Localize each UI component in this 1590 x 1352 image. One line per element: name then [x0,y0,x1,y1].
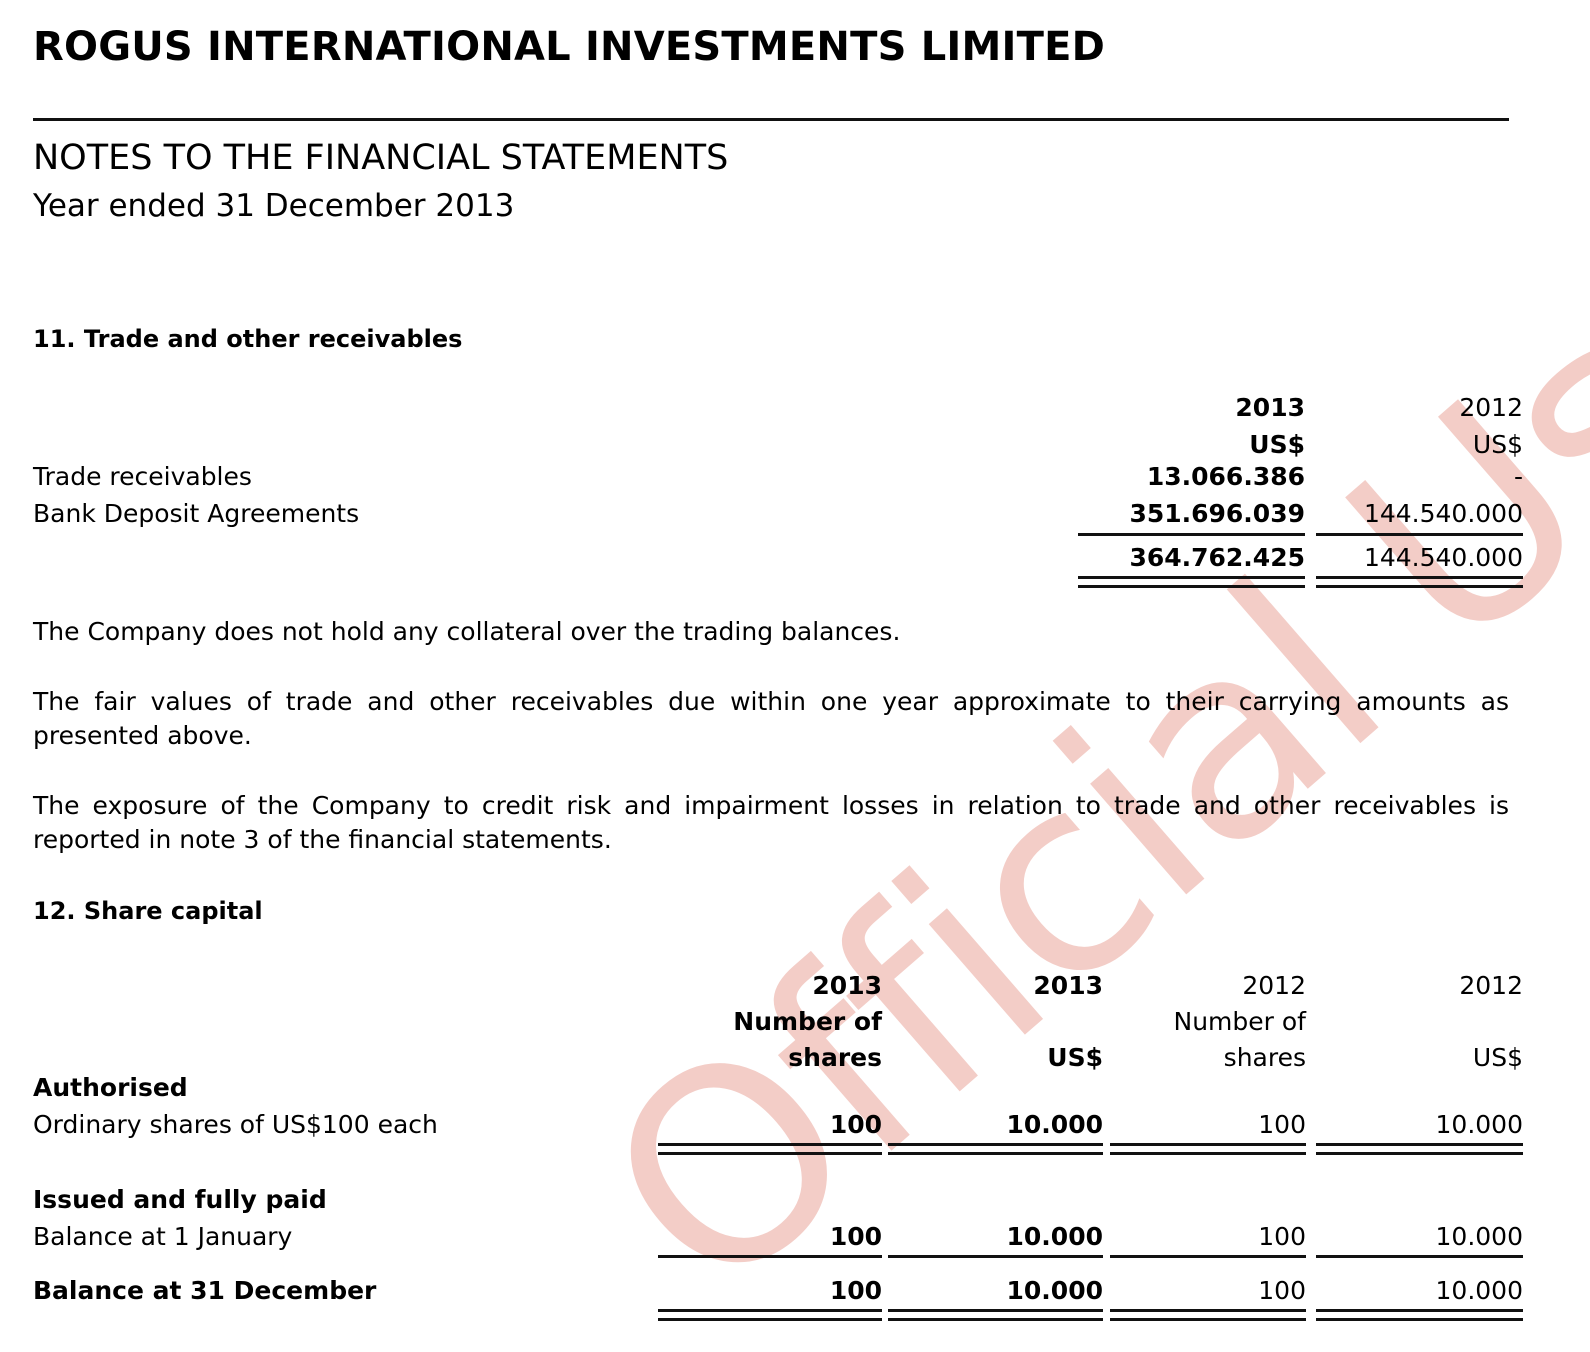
table-cell-value: 100 [1258,1276,1306,1305]
issued-rule [888,1255,1103,1258]
issued-rule [1110,1255,1306,1258]
table-total-value: 144.540.000 [1363,543,1523,572]
notes-title: NOTES TO THE FINANCIAL STATEMENTS [33,138,729,178]
note12-header-col2-year: 2013 [1033,971,1103,1000]
balance-double-rule [658,1309,882,1321]
note11-paragraph-3: The exposure of the Company to credit ri… [33,791,1509,854]
note11-paragraph-1: The Company does not hold any collateral… [33,617,901,646]
note11-header-currency-2013: US$ [1249,430,1305,459]
authorised-label: Authorised [33,1073,188,1102]
table-row-label: Ordinary shares of US$100 each [33,1110,438,1139]
table-row-label: Balance at 31 December [33,1276,377,1305]
table-cell-value: 100 [829,1110,882,1139]
balance-double-rule [1316,1309,1523,1321]
table-cell-value: 10.000 [1435,1276,1523,1305]
note11-paragraph-2: The fair values of trade and other recei… [33,687,1509,750]
watermark-text: Official Use [550,152,1590,1352]
note12-header-col2-currency: US$ [1047,1043,1103,1072]
table-cell-value: 100 [1258,1110,1306,1139]
balance-double-rule [888,1309,1103,1321]
note-12-heading: 12. Share capital [33,897,263,925]
table-cell-value: 144.540.000 [1363,499,1523,528]
balance-double-rule [1110,1309,1306,1321]
company-title: ROGUS INTERNATIONAL INVESTMENTS LIMITED [33,24,1105,70]
table-cell-value: 100 [829,1222,882,1251]
authorised-double-rule [1316,1143,1523,1155]
note12-header-col4-currency: US$ [1472,1043,1523,1072]
table-cell-value: 10.000 [1006,1222,1103,1251]
table-cell-value: 10.000 [1435,1110,1523,1139]
table-cell-value: 13.066.386 [1146,462,1305,491]
note12-header-col3-line2: shares [1223,1043,1306,1072]
table-cell-value: - [1513,462,1523,491]
note12-header-col1-year: 2013 [812,971,882,1000]
subtotal-rule [1078,533,1305,536]
note12-header-col1-line2: shares [788,1043,882,1072]
table-cell-value: 351.696.039 [1129,499,1305,528]
note11-header-currency-2012: US$ [1472,430,1523,459]
authorised-double-rule [658,1143,882,1155]
table-row-label: Bank Deposit Agreements [33,499,360,528]
note-11-heading: 11. Trade and other receivables [33,325,463,353]
total-double-rule [1316,576,1523,588]
note11-header-2013: 2013 [1235,393,1305,422]
table-row-label: Trade receivables [33,462,252,491]
table-row-label: Balance at 1 January [33,1222,293,1251]
header-divider [33,118,1509,121]
authorised-double-rule [888,1143,1103,1155]
issued-rule [1316,1255,1523,1258]
authorised-double-rule [1110,1143,1306,1155]
note12-header-col1-line1: Number of [733,1007,882,1036]
note12-header-col4-year: 2012 [1459,971,1523,1000]
total-double-rule [1078,576,1305,588]
note11-header-2012: 2012 [1459,393,1523,422]
subtotal-rule [1316,533,1523,536]
table-cell-value: 10.000 [1435,1222,1523,1251]
table-cell-value: 10.000 [1006,1276,1103,1305]
note12-header-col3-line1: Number of [1173,1007,1306,1036]
period-subtitle: Year ended 31 December 2013 [33,188,515,224]
issued-rule [658,1255,882,1258]
table-cell-value: 100 [829,1276,882,1305]
table-cell-value: 10.000 [1006,1110,1103,1139]
table-total-value: 364.762.425 [1129,543,1305,572]
note12-header-col3-year: 2012 [1242,971,1306,1000]
table-cell-value: 100 [1258,1222,1306,1251]
issued-label: Issued and fully paid [33,1185,327,1214]
